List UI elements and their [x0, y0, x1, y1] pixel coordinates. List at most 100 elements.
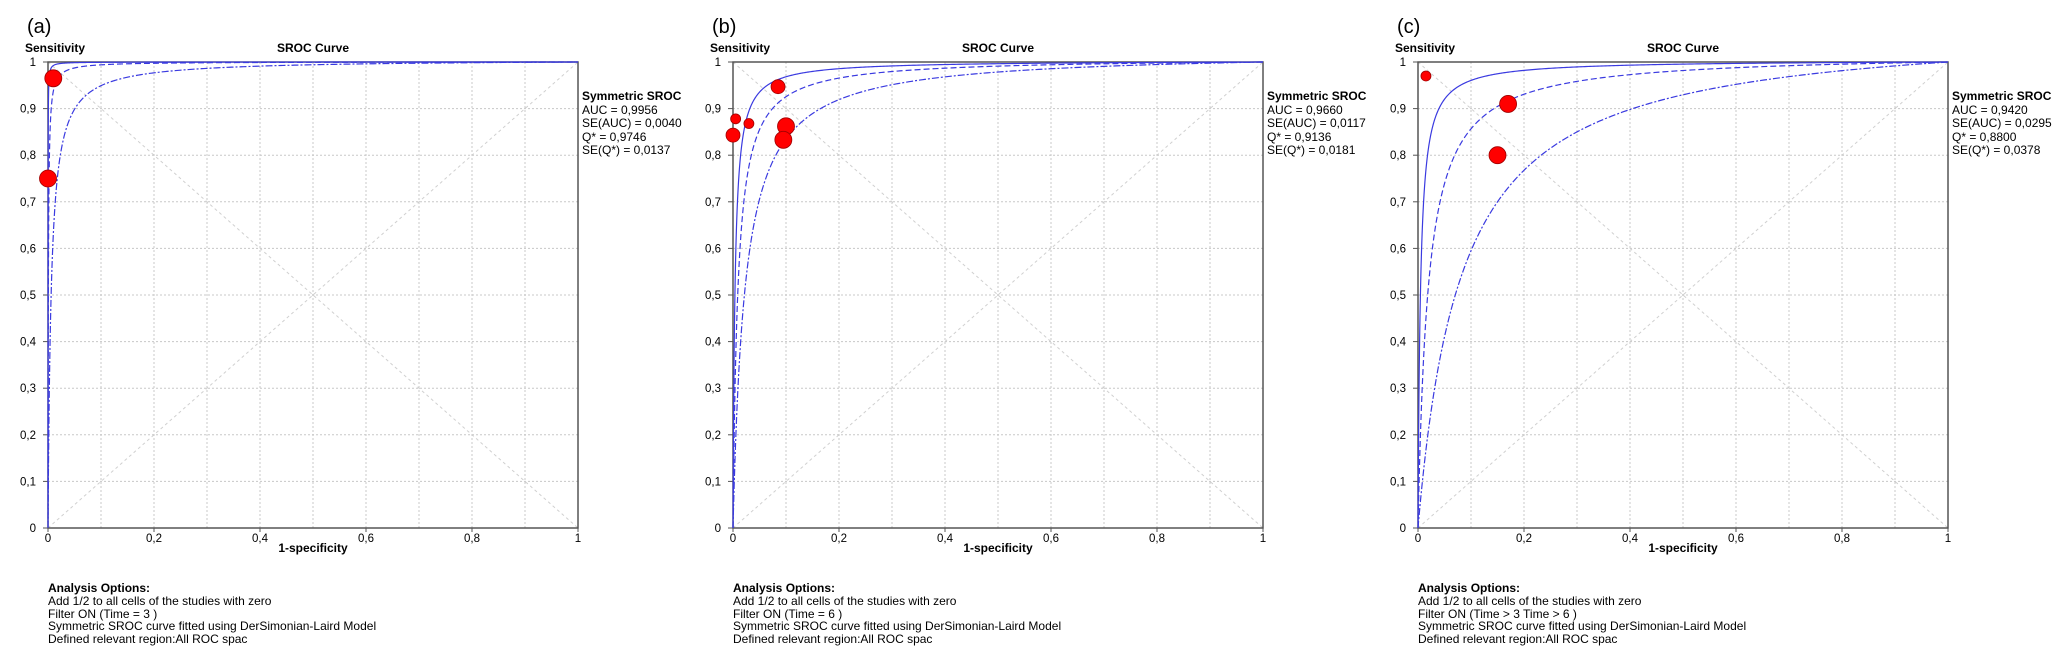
sroc-lower-ci-curve	[47, 61, 578, 528]
legend: Symmetric SROC AUC = 0,9660 SE(AUC) = 0,0…	[1267, 89, 1367, 158]
analysis-option-line: Filter ON (Time = 3 )	[48, 606, 158, 621]
y-tick-label: 0,4	[705, 337, 722, 349]
sroc-panel-b: (b) Sensitivity SROC Curve 1-specificity…	[685, 0, 1370, 667]
analysis-option-line: Defined relevant region:All ROC spac	[1418, 632, 1618, 647]
chance-diagonal	[1417, 61, 1949, 529]
legend-stat: SE(Q*) = 0,0378	[1952, 143, 2041, 157]
analysis-option-line: Add 1/2 to all cells of the studies with…	[48, 593, 272, 608]
y-tick-label: 0,2	[1390, 430, 1406, 442]
legend-title: Symmetric SROC	[1952, 89, 2052, 103]
y-tick-label: 0,8	[1390, 150, 1406, 162]
legend-stat: SE(AUC) = 0,0117	[1267, 116, 1366, 130]
x-tick-label: 0,2	[1516, 533, 1532, 545]
y-tick-label: 0	[30, 523, 36, 535]
analysis-options: Analysis Options: Add 1/2 to all cells o…	[733, 582, 1061, 646]
x-tick-label: 0,2	[146, 533, 162, 545]
legend-stat: Q* = 0,9746	[582, 129, 647, 144]
x-tick-label: 1	[1260, 533, 1266, 545]
x-tick-label: 0,4	[937, 533, 954, 545]
y-tick-label: 0,5	[20, 290, 36, 302]
y-tick-label: 0,3	[1390, 383, 1406, 395]
sroc-panel-a: (a) Sensitivity SROC Curve 1-specificity…	[0, 0, 685, 667]
study-point	[39, 169, 57, 188]
x-tick-label: 0,6	[1043, 533, 1059, 545]
analysis-option-line: Symmetric SROC curve fitted using DerSim…	[1418, 619, 1747, 634]
study-point	[1488, 146, 1507, 165]
y-tick-label: 1	[715, 57, 721, 69]
plot-area: 0 0,1 0,2 0,3 0,4 0,5 0,6 0,7 0,8 0,9 1 0 0,2 0,4 0,6 0…	[705, 57, 1266, 545]
analysis-option-line: Filter ON (Time = 6 )	[733, 606, 843, 621]
analysis-options-heading: Analysis Options:	[1418, 581, 1521, 595]
y-tick-label: 0,1	[20, 476, 36, 488]
panel-label: (c)	[1397, 16, 1421, 38]
plot-area: 0 0,1 0,2 0,3 0,4 0,5 0,6 0,7 0,8 0,9 1 0 0,2 0,4 0,6 0…	[20, 57, 581, 545]
plot-area: 0 0,1 0,2 0,3 0,4 0,5 0,6 0,7 0,8 0,9 1 0 0,2 0,4 0,6 0…	[1390, 57, 1951, 545]
sroc-curve	[1417, 61, 1948, 528]
y-axis-label: Sensitivity	[1395, 41, 1456, 55]
analysis-option-line: Filter ON (Time > 3 Time > 6 )	[1418, 606, 1577, 621]
x-tick-label: 0,4	[1622, 533, 1639, 545]
analysis-option-line: Add 1/2 to all cells of the studies with…	[733, 593, 957, 608]
x-axis-label: 1-specificity	[963, 541, 1033, 555]
y-tick-label: 0,5	[1390, 290, 1406, 302]
study-point	[725, 127, 741, 143]
panel-label: (b)	[712, 16, 737, 38]
y-tick-label: 0,7	[1390, 197, 1406, 209]
y-tick-label: 0,1	[1390, 476, 1406, 488]
legend-title: Symmetric SROC	[582, 89, 682, 103]
legend-stat: AUC = 0,9956	[582, 102, 658, 117]
study-point	[1420, 70, 1432, 82]
study-point	[770, 79, 786, 95]
x-axis-label: 1-specificity	[278, 541, 348, 555]
y-tick-label: 0	[715, 523, 721, 535]
sroc-curve	[732, 61, 1263, 528]
analysis-options: Analysis Options: Add 1/2 to all cells o…	[48, 582, 376, 646]
study-point	[743, 118, 755, 129]
y-tick-label: 0,6	[705, 243, 721, 255]
analysis-option-line: Symmetric SROC curve fitted using DerSim…	[733, 619, 1062, 634]
legend-stat: AUC = 0,9420	[1952, 102, 2028, 117]
legend-stat: SE(Q*) = 0,0137	[582, 143, 671, 157]
y-tick-label: 1	[30, 57, 36, 69]
analysis-option-line: Defined relevant region:All ROC spac	[48, 632, 248, 647]
x-tick-label: 1	[1945, 533, 1951, 545]
q-star-diagonal	[1417, 61, 1949, 529]
study-point	[730, 113, 742, 125]
chart-title: SROC Curve	[1646, 41, 1720, 55]
y-axis-label: Sensitivity	[25, 41, 86, 55]
x-tick-label: 0,6	[1728, 533, 1744, 545]
x-tick-label: 0	[45, 533, 51, 545]
legend: Symmetric SROC AUC = 0,9420 SE(AUC) = 0,0…	[1952, 89, 2052, 158]
legend-stat: Q* = 0,8800	[1952, 129, 2017, 144]
legend-stat: SE(AUC) = 0,0295	[1952, 116, 2052, 130]
analysis-option-line: Symmetric SROC curve fitted using DerSim…	[48, 619, 377, 634]
sroc-lower-ci-curve	[1417, 61, 1948, 529]
chance-diagonal	[732, 61, 1264, 529]
legend-title: Symmetric SROC	[1267, 89, 1367, 103]
x-tick-label: 1	[575, 533, 581, 545]
legend: Symmetric SROC AUC = 0,9956 SE(AUC) = 0,0…	[582, 89, 682, 158]
x-tick-label: 0	[730, 533, 736, 545]
legend-stat: SE(Q*) = 0,0181	[1267, 143, 1356, 157]
sroc-lower-ci-curve	[732, 61, 1263, 528]
study-point	[774, 130, 793, 149]
x-tick-label: 0	[1415, 533, 1421, 545]
y-tick-label: 0	[1400, 523, 1406, 535]
y-tick-label: 0,6	[20, 243, 36, 255]
y-tick-label: 0,9	[705, 104, 721, 116]
sroc-curve	[47, 61, 578, 528]
sroc-upper-ci-curve	[1417, 61, 1948, 528]
legend-stat: AUC = 0,9660	[1267, 102, 1343, 117]
y-tick-label: 0,4	[1390, 337, 1407, 349]
x-tick-label: 0,2	[831, 533, 847, 545]
y-tick-label: 0,2	[20, 430, 36, 442]
analysis-option-line: Defined relevant region:All ROC spac	[733, 632, 933, 647]
y-tick-label: 0,2	[705, 430, 721, 442]
y-tick-label: 0,3	[20, 383, 36, 395]
legend-stat: SE(AUC) = 0,0040	[582, 116, 682, 130]
chance-diagonal	[47, 61, 579, 529]
y-tick-label: 0,4	[20, 337, 37, 349]
y-tick-label: 0,8	[705, 150, 721, 162]
y-axis-label: Sensitivity	[710, 41, 771, 55]
y-tick-label: 0,7	[705, 197, 721, 209]
